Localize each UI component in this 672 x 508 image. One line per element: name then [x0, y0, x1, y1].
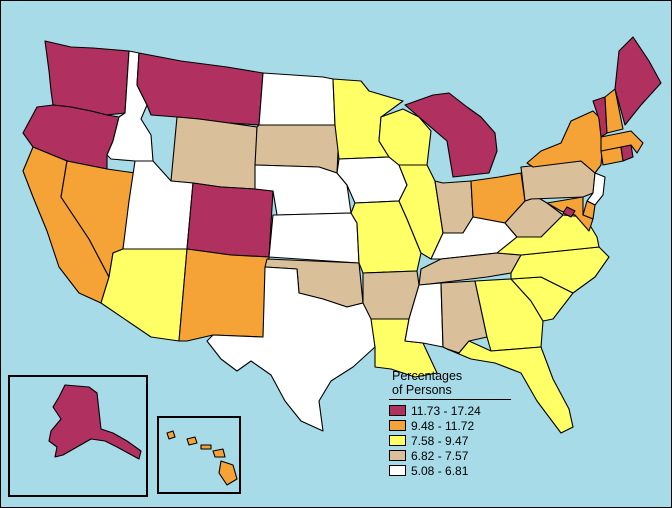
- state-wyoming: [170, 116, 258, 190]
- state-rhode-island: [620, 144, 634, 162]
- state-hawaii-oahu: [186, 436, 198, 446]
- legend-item: 6.82 - 7.57: [389, 448, 513, 463]
- legend-label: 7.58 - 9.47: [411, 433, 469, 448]
- legend-label: 11.73 - 17.24: [411, 403, 481, 418]
- state-colorado: [186, 182, 274, 258]
- state-arizona: [100, 248, 188, 342]
- legend-label: 9.48 - 11.72: [411, 418, 475, 433]
- state-washington: [44, 40, 130, 116]
- state-montana: [136, 52, 264, 126]
- legend-item: 9.48 - 11.72: [389, 418, 513, 433]
- legend-item: 7.58 - 9.47: [389, 433, 513, 448]
- legend-title-line2: of Persons: [392, 383, 452, 397]
- state-new-mexico: [178, 248, 270, 342]
- state-hawaii-group: [166, 430, 238, 486]
- state-maine: [614, 36, 662, 126]
- state-hawaii-kauai: [166, 430, 176, 440]
- state-hawaii-big-island: [218, 460, 238, 486]
- state-michigan: [404, 92, 498, 178]
- legend-label: 5.08 - 6.81: [411, 463, 469, 478]
- state-kansas: [268, 212, 360, 264]
- legend-label: 6.82 - 7.57: [411, 448, 469, 463]
- legend: Percentages of Persons 11.73 - 17.24 9.4…: [389, 369, 513, 478]
- state-illinois: [398, 164, 444, 260]
- legend-swatch: [389, 435, 406, 446]
- state-north-dakota: [258, 72, 336, 126]
- hawaii-inset-box: [157, 416, 241, 494]
- state-massachusetts: [600, 130, 644, 154]
- state-vermont: [592, 96, 608, 138]
- legend-rule: [389, 399, 511, 400]
- state-alaska: [48, 384, 142, 460]
- legend-item: 5.08 - 6.81: [389, 463, 513, 478]
- state-hawaii-maui: [212, 448, 226, 458]
- state-district-of-columbia: [562, 206, 576, 218]
- legend-title-line1: Percentages: [392, 369, 463, 383]
- legend-title: Percentages of Persons: [389, 369, 513, 397]
- state-hawaii-molokai: [200, 444, 212, 450]
- legend-item: 11.73 - 17.24: [389, 403, 513, 418]
- legend-swatch: [389, 405, 406, 416]
- state-texas: [206, 266, 376, 432]
- state-new-hampshire: [604, 88, 624, 134]
- state-florida: [446, 340, 574, 434]
- alaska-inset-box: [8, 375, 148, 497]
- state-north-carolina: [510, 246, 610, 294]
- legend-swatch: [389, 420, 406, 431]
- legend-swatch: [389, 465, 406, 476]
- legend-swatch: [389, 450, 406, 461]
